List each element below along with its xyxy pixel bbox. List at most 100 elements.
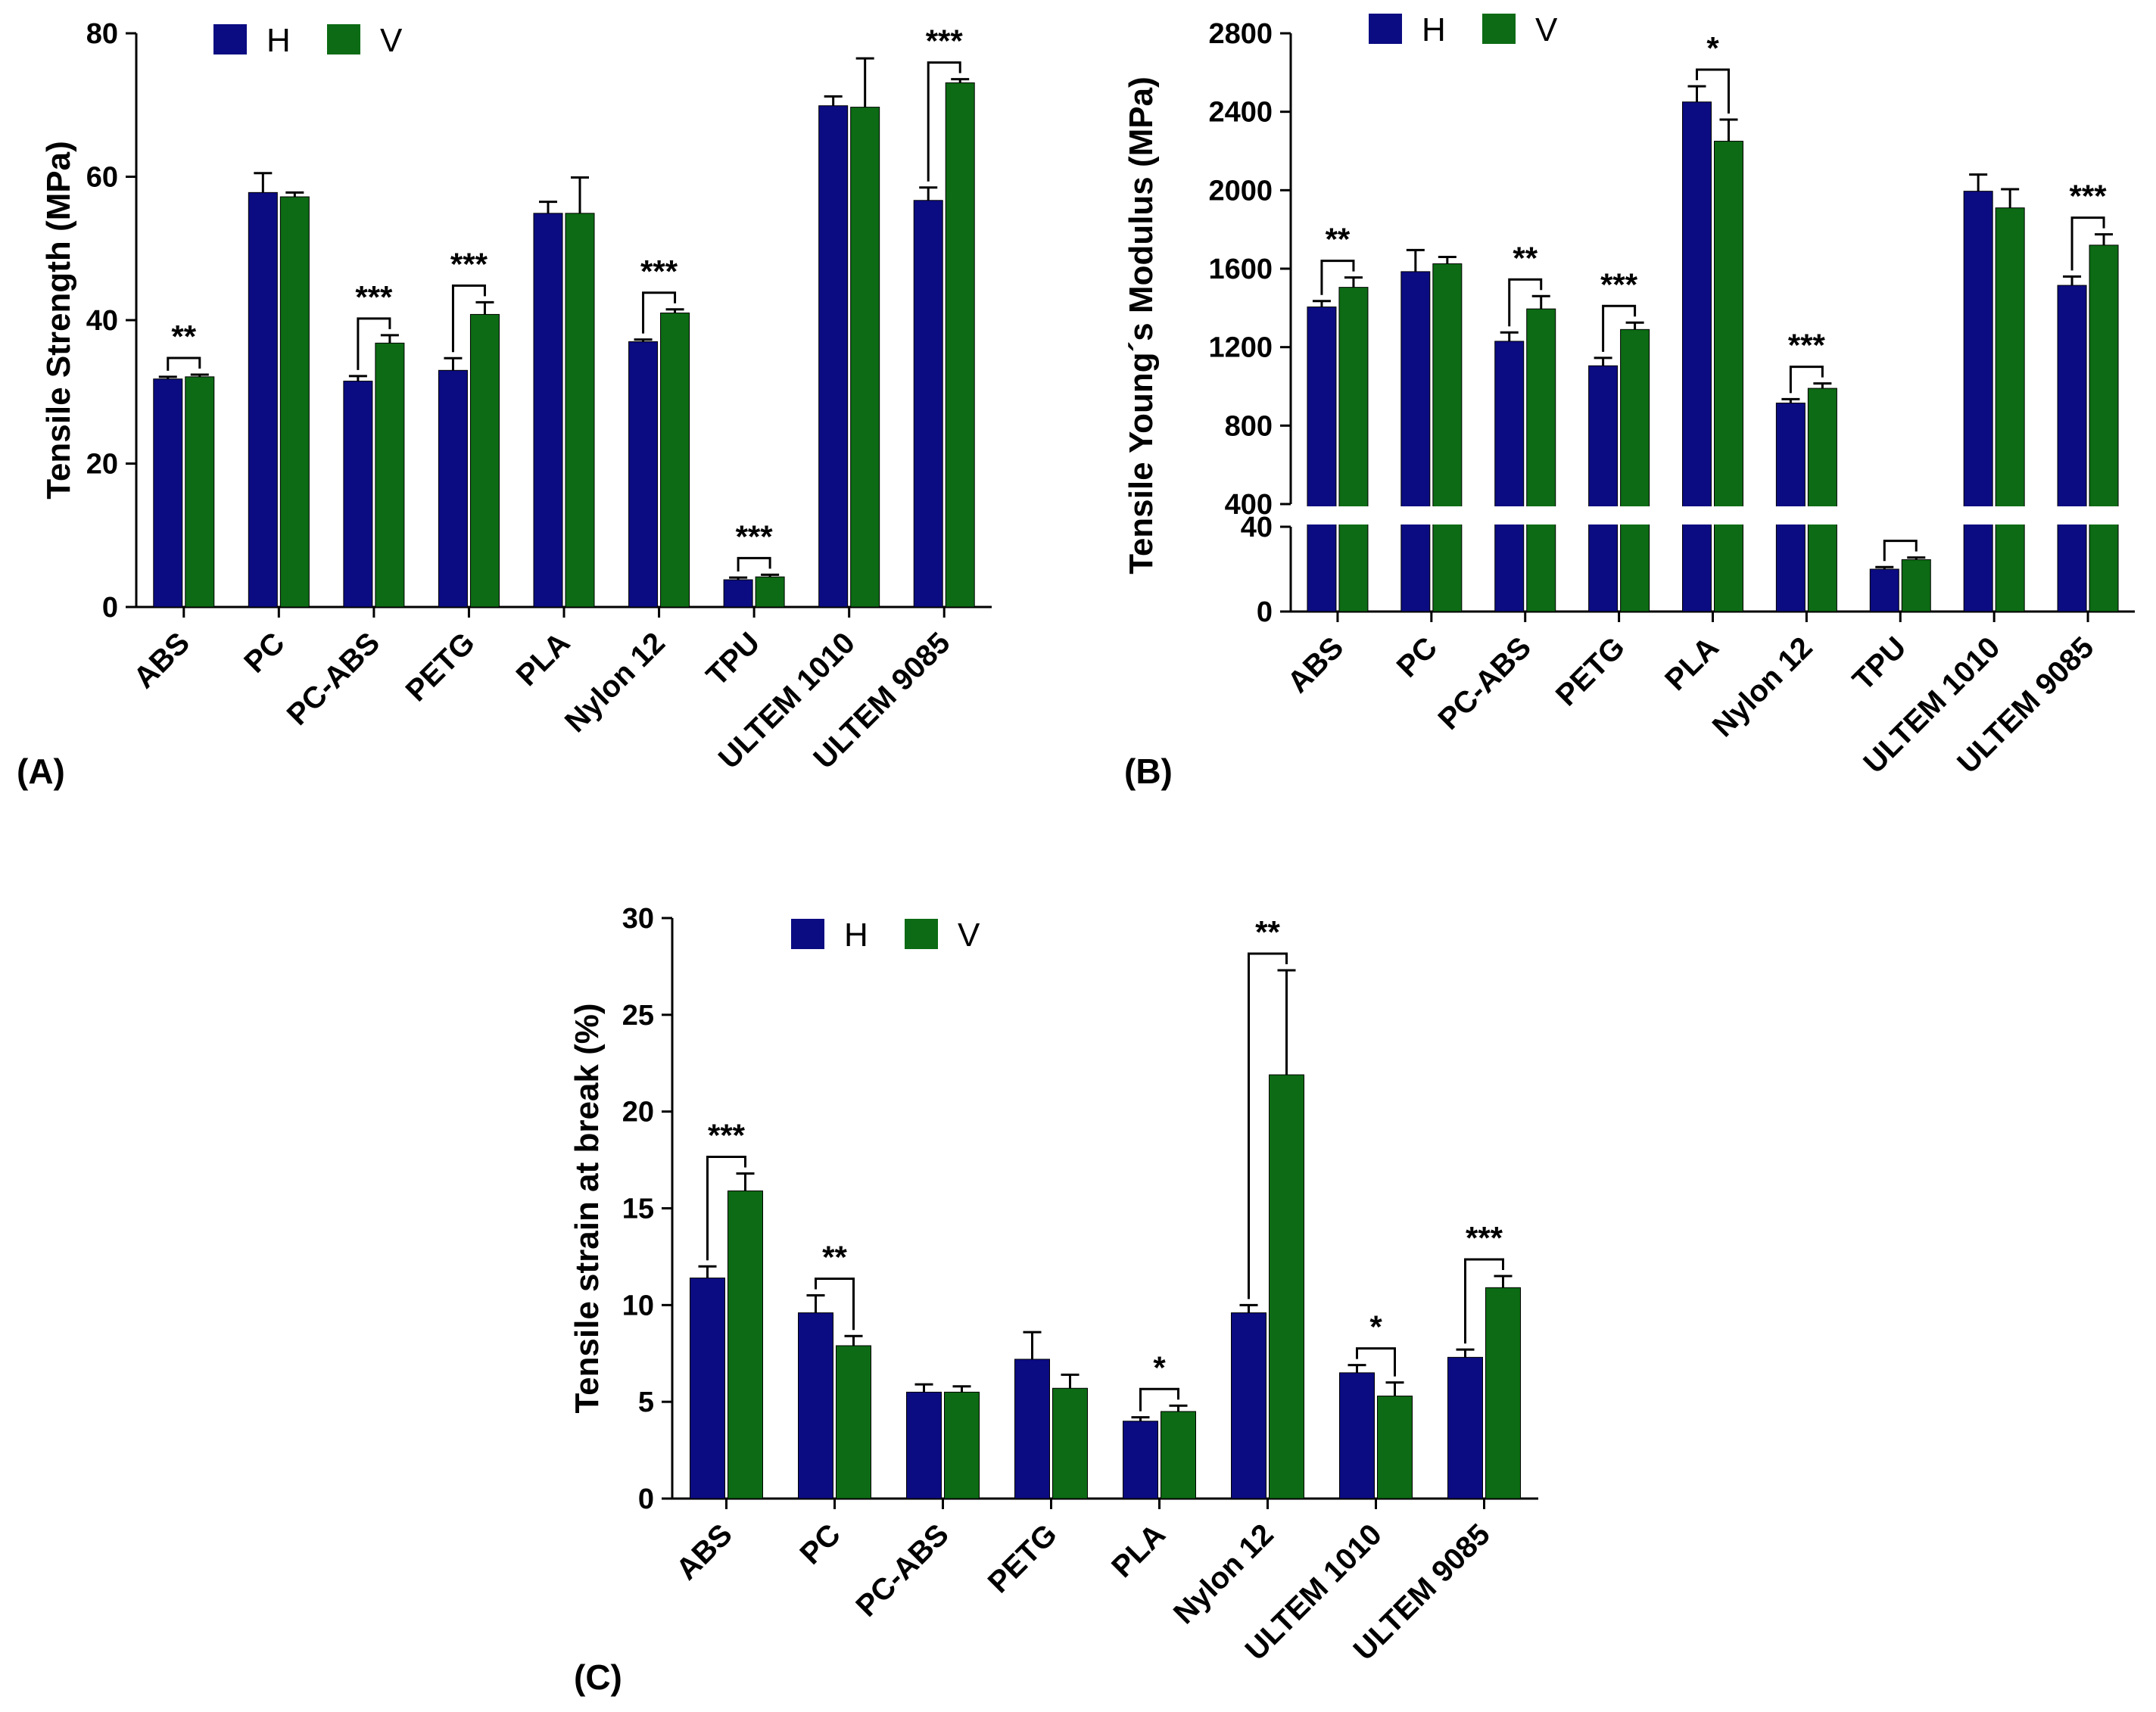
bar-h <box>153 378 183 608</box>
significance-stars: * <box>1369 1309 1382 1345</box>
y-tick-label: 80 <box>86 18 118 50</box>
bar-v <box>727 1190 763 1499</box>
significance-bracket <box>1464 1258 1504 1344</box>
axis-break <box>1288 506 2138 524</box>
bar-h <box>1682 101 1712 612</box>
legend-label-v: V <box>380 22 403 59</box>
significance-stars: *** <box>736 518 774 554</box>
bar-h <box>533 213 563 608</box>
legend-swatch-v <box>327 24 360 54</box>
significance-bracket <box>1248 952 1288 1300</box>
bar-v <box>1807 388 1837 612</box>
bar-v <box>836 1345 871 1499</box>
y-tick-label: 15 <box>622 1194 654 1225</box>
significance-bracket <box>815 1278 855 1331</box>
bar-v <box>755 576 785 608</box>
significance-bracket <box>1508 278 1543 327</box>
bar-h <box>1588 365 1619 612</box>
bar-h <box>1231 1312 1266 1499</box>
bar-v <box>469 313 500 608</box>
significance-bracket <box>706 1155 746 1261</box>
significance-stars: *** <box>355 279 393 315</box>
x-tick-label: PLA <box>1659 630 1725 697</box>
x-tick-label: PC <box>238 626 291 679</box>
significance-stars: *** <box>926 23 964 59</box>
bar-v <box>850 107 880 608</box>
y-tick-label: 5 <box>638 1387 654 1418</box>
y-tick-label: 60 <box>86 162 118 194</box>
x-tick-label: PC <box>1391 630 1444 683</box>
bar-h <box>818 105 849 608</box>
bar-v <box>1338 287 1369 612</box>
y-tick-label: 800 <box>1225 410 1273 442</box>
bar-v <box>2089 244 2119 612</box>
bar-v <box>1995 207 2025 612</box>
legend-swatch-v <box>905 919 938 949</box>
bar-v <box>1052 1387 1088 1499</box>
x-tick-label: TPU <box>700 626 767 693</box>
bar-v <box>944 1391 980 1499</box>
bar-h <box>906 1391 942 1499</box>
bar-h <box>438 369 468 608</box>
y-tick-label: 10 <box>622 1290 654 1321</box>
x-tick-label: ABS <box>127 626 196 695</box>
y-tick-label: 25 <box>622 1000 654 1032</box>
legend-label-h: H <box>1422 11 1446 48</box>
significance-bracket <box>2070 216 2105 271</box>
y-axis-label: Tensile Strength (MPa) <box>40 141 77 499</box>
bar-h <box>1447 1356 1483 1499</box>
significance-stars: ** <box>171 319 196 354</box>
y-tick-label: 0 <box>102 592 118 624</box>
y-tick-label: 2800 <box>1208 18 1273 50</box>
bar-v <box>565 213 595 608</box>
bar-h <box>1307 307 1337 612</box>
y-tick-label: 2400 <box>1208 97 1273 129</box>
chart-panel-c: 0 5 10 15 20 25 30 Tensile strain at break (%) *… <box>569 903 1538 1697</box>
x-tick-label: TPU <box>1846 630 1913 697</box>
x-tick-label: ABS <box>670 1517 739 1586</box>
y-tick-label: 1200 <box>1208 332 1273 364</box>
significance-bracket <box>1602 304 1637 352</box>
bar-h <box>798 1312 833 1499</box>
bar-v <box>1432 263 1463 612</box>
significance-stars: ** <box>1326 222 1351 257</box>
x-tick-label: PC-ABS <box>849 1517 955 1623</box>
x-tick-label: PC-ABS <box>1432 630 1538 736</box>
x-tick-label: PETG <box>1550 630 1631 712</box>
y-tick-label: 400 <box>1225 489 1273 521</box>
panel-label: (A) <box>17 752 65 791</box>
significance-bracket <box>927 61 961 182</box>
bar-v <box>1620 328 1650 612</box>
legend-swatch-h <box>1369 14 1402 44</box>
legend-swatch-h <box>791 919 824 949</box>
bar-h <box>1014 1359 1050 1499</box>
significance-bracket <box>737 556 771 572</box>
bar-v <box>660 313 690 608</box>
significance-stars: * <box>1153 1349 1166 1385</box>
y-tick-label: 2000 <box>1208 175 1273 207</box>
significance-bracket <box>357 317 391 370</box>
y-axis-label: Tensile Young´s Modulus (MPa) <box>1123 76 1160 574</box>
bar-v <box>1901 559 1931 612</box>
significance-stars: *** <box>640 254 678 289</box>
bar-v <box>185 376 215 608</box>
significance-stars: *** <box>2070 179 2108 214</box>
x-tick-label: PC-ABS <box>281 626 387 732</box>
bar-v <box>1526 308 1556 612</box>
significance-stars: *** <box>1466 1220 1503 1256</box>
bar-h <box>343 381 373 608</box>
bar-h <box>1400 271 1431 612</box>
significance-stars: * <box>1706 30 1719 66</box>
x-tick-label: PETG <box>982 1517 1064 1599</box>
significance-bracket <box>642 291 677 334</box>
legend-swatch-v <box>1482 14 1516 44</box>
bar-h <box>248 191 278 608</box>
bar-v <box>1269 1074 1304 1499</box>
significance-bracket <box>1696 68 1730 114</box>
bar-h <box>1963 191 1993 612</box>
panel-label: (C) <box>574 1658 622 1697</box>
y-tick-label: 1600 <box>1208 254 1273 285</box>
y-tick-label: 20 <box>622 1097 654 1128</box>
y-axis-label: Tensile strain at break (%) <box>569 1003 606 1413</box>
legend-label-v: V <box>1535 11 1558 48</box>
